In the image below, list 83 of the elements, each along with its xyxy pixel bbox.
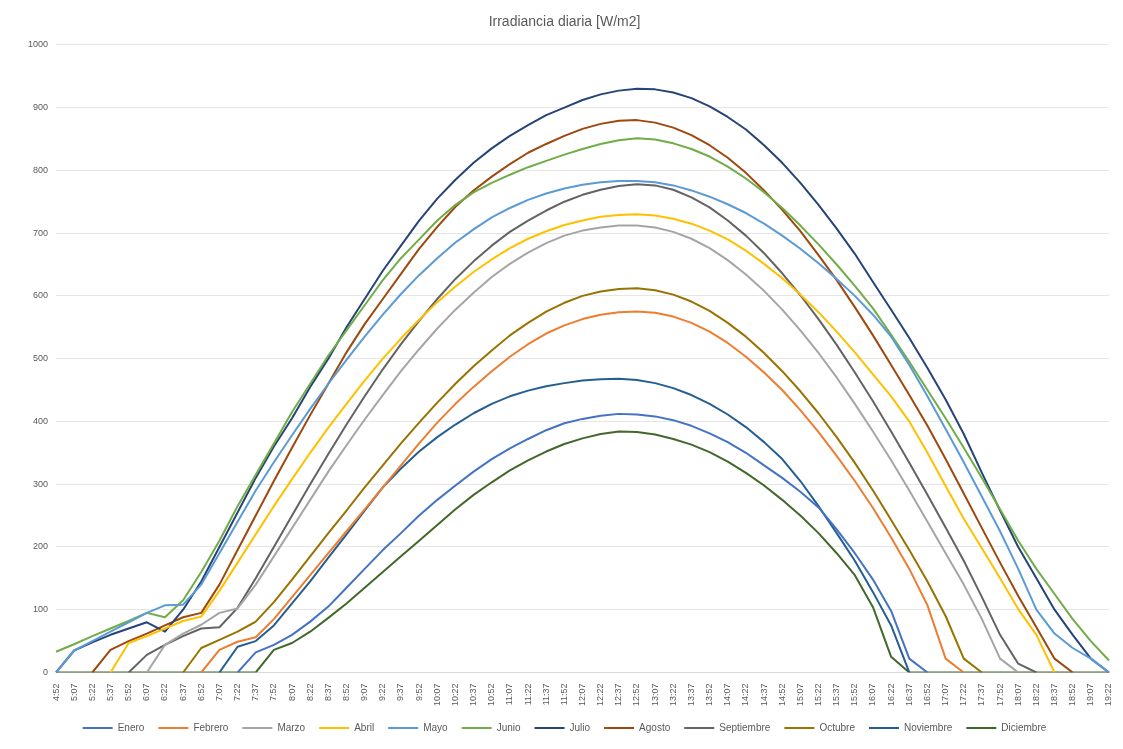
legend-label: Mayo (423, 721, 449, 733)
legend-label: Octubre (819, 721, 856, 733)
y-tick-label: 400 (32, 415, 49, 426)
x-tick-label: 7:37 (250, 683, 261, 702)
legend-label: Abril (354, 721, 375, 733)
x-tick-label: 13:52 (704, 683, 715, 707)
x-tick-label: 10:07 (431, 683, 442, 707)
x-tick-label: 9:37 (395, 683, 406, 702)
x-tick-label: 8:37 (322, 683, 333, 702)
chart-title: Irradiancia diaria [W/m2] (488, 13, 641, 30)
x-tick-label: 6:37 (177, 683, 188, 702)
x-tick-label: 7:07 (213, 683, 224, 702)
x-tick-label: 16:37 (903, 683, 914, 707)
x-tick-label: 19:22 (1103, 683, 1114, 707)
x-tick-label: 17:22 (958, 683, 969, 707)
x-tick-label: 13:22 (667, 683, 678, 707)
x-tick-label: 11:22 (522, 683, 533, 706)
x-tick-label: 11:37 (540, 683, 551, 706)
legend-label: Febrero (193, 721, 229, 733)
x-tick-label: 15:07 (794, 683, 805, 707)
x-tick-label: 15:37 (831, 683, 842, 707)
legend-label: Septiembre (719, 721, 771, 733)
x-tick-label: 10:37 (468, 683, 479, 707)
legend-label: Enero (117, 721, 145, 733)
legend-label: Agosto (639, 721, 671, 733)
x-tick-label: 14:07 (722, 683, 733, 707)
x-tick-label: 14:52 (776, 683, 787, 707)
x-tick-label: 18:52 (1067, 683, 1078, 707)
x-tick-label: 12:37 (613, 683, 624, 707)
x-tick-label: 11:07 (504, 683, 515, 706)
legend-label: Noviembre (903, 721, 953, 733)
legend-label: Marzo (277, 721, 306, 733)
x-tick-label: 9:52 (413, 683, 424, 702)
x-tick-label: 9:22 (377, 683, 388, 702)
y-tick-label: 0 (43, 666, 49, 677)
y-tick-label: 600 (32, 290, 49, 301)
x-tick-label: 16:52 (921, 683, 932, 707)
y-tick-label: 700 (32, 227, 49, 238)
x-tick-label: 15:22 (813, 683, 824, 707)
x-tick-label: 13:07 (649, 683, 660, 707)
x-tick-label: 8:52 (340, 683, 351, 702)
x-tick-label: 7:22 (232, 683, 243, 702)
x-tick-label: 12:22 (595, 683, 606, 707)
x-tick-label: 10:52 (486, 683, 497, 707)
x-tick-label: 18:37 (1049, 683, 1060, 707)
legend-label: Diciembre (1001, 721, 1047, 733)
x-tick-label: 18:07 (1012, 683, 1023, 707)
legend-label: Junio (496, 721, 521, 733)
y-tick-label: 100 (32, 604, 49, 615)
x-tick-label: 10:22 (449, 683, 460, 707)
y-tick-label: 800 (32, 164, 49, 175)
legend-label: Julio (569, 721, 591, 733)
x-tick-label: 12:07 (577, 683, 587, 707)
y-tick-label: 500 (32, 353, 49, 364)
x-tick-label: 8:07 (286, 683, 297, 702)
x-tick-label: 6:07 (141, 683, 152, 702)
x-tick-label: 5:52 (123, 683, 134, 702)
x-tick-label: 5:07 (68, 683, 79, 702)
x-tick-label: 15:52 (849, 683, 860, 707)
x-tick-label: 5:22 (86, 683, 97, 702)
x-tick-label: 14:37 (758, 683, 769, 707)
x-tick-label: 17:37 (976, 683, 987, 707)
y-tick-label: 1000 (27, 39, 49, 50)
x-tick-label: 18:22 (1030, 683, 1041, 707)
x-tick-label: 11:52 (558, 683, 569, 706)
x-tick-label: 4:52 (50, 683, 61, 702)
x-tick-label: 14:22 (740, 683, 751, 707)
x-tick-label: 8:22 (304, 683, 315, 702)
x-tick-label: 6:52 (195, 683, 206, 702)
x-tick-label: 16:22 (885, 683, 896, 707)
x-tick-label: 5:37 (104, 683, 115, 702)
y-tick-label: 900 (32, 102, 49, 113)
x-tick-label: 16:07 (867, 683, 878, 707)
x-tick-label: 17:07 (940, 683, 951, 707)
x-tick-label: 6:22 (159, 683, 170, 702)
x-tick-label: 13:37 (685, 683, 696, 707)
x-tick-label: 17:52 (994, 683, 1005, 707)
x-tick-label: 7:52 (268, 683, 279, 702)
x-tick-label: 9:07 (359, 683, 370, 702)
y-tick-label: 200 (32, 541, 49, 552)
y-tick-label: 300 (32, 478, 49, 489)
x-tick-label: 12:52 (631, 683, 642, 707)
x-tick-label: 19:07 (1085, 683, 1096, 707)
